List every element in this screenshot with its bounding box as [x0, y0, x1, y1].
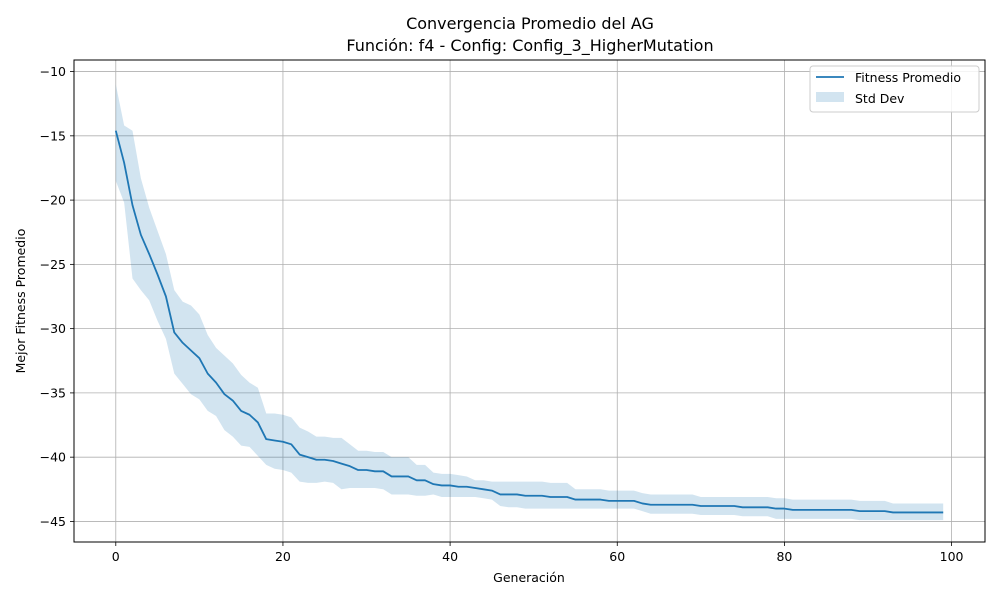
x-axis-ticks: 0 20 40 60 80 100	[112, 542, 964, 564]
legend-box	[809, 65, 980, 113]
x-axis-title: Generación	[493, 570, 565, 585]
x-tick-label: 0	[112, 549, 120, 564]
plot-background	[74, 60, 985, 542]
y-tick-label: −40	[40, 450, 66, 465]
x-tick-label: 80	[776, 549, 792, 564]
legend-band-swatch	[816, 92, 844, 102]
plot-frame	[73, 59, 986, 543]
chart-title: Convergencia Promedio del AG	[406, 14, 654, 33]
y-axis-ticks: −10 −15 −20 −25 −30 −35 −40 −45	[40, 64, 74, 529]
grid-lines	[74, 60, 985, 542]
x-tick-label: 100	[940, 549, 964, 564]
legend-label-std: Std Dev	[855, 91, 905, 106]
fitness-line-layer	[114, 130, 944, 514]
y-tick-label: −20	[40, 193, 66, 208]
y-axis-title: Mejor Fitness Promedio	[13, 229, 28, 374]
y-tick-label: −25	[40, 257, 66, 272]
y-tick-label: −35	[40, 385, 66, 400]
y-tick-label: −15	[40, 128, 66, 143]
chart-subtitle: Función: f4 - Config: Config_3_HigherMut…	[346, 36, 713, 56]
x-tick-label: 40	[442, 549, 458, 564]
y-tick-label: −45	[40, 514, 66, 529]
x-tick-label: 20	[275, 549, 291, 564]
legend: Fitness Promedio Std Dev	[809, 65, 980, 113]
fitness-promedio-line	[114, 130, 944, 514]
legend-label-fitness: Fitness Promedio	[855, 70, 961, 85]
y-tick-label: −10	[40, 64, 66, 79]
x-tick-label: 60	[609, 549, 625, 564]
y-tick-label: −30	[40, 321, 66, 336]
